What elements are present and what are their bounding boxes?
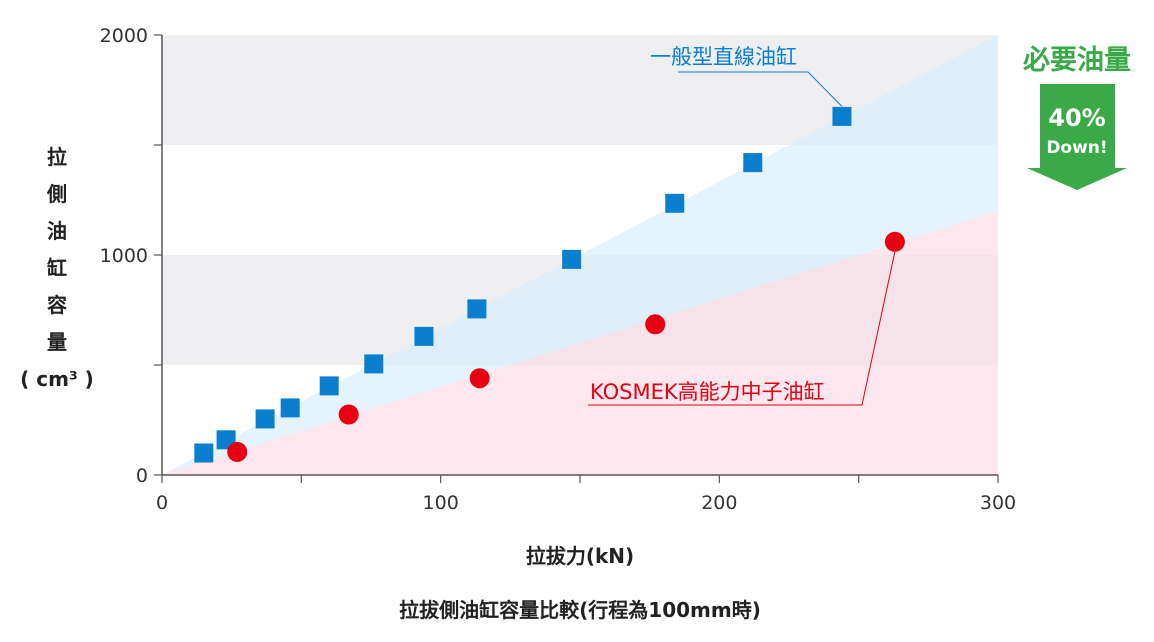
series-1-point — [338, 404, 359, 425]
axes — [154, 34, 999, 483]
y-label-char: 油 — [47, 219, 67, 243]
series-0-point — [319, 376, 339, 396]
series-1-point — [227, 441, 248, 462]
tick-labels: 0 1000 2000 0 100 200 300 — [100, 25, 1016, 514]
kosmek-cylinder-region — [162, 211, 998, 475]
series-0-point — [280, 398, 300, 418]
badge-down-label: Down! — [1046, 138, 1107, 158]
series-0-point — [364, 354, 384, 374]
x-tick-label: 300 — [980, 492, 1016, 514]
y-label-char: 側 — [46, 182, 67, 206]
x-tick-label: 200 — [701, 492, 737, 514]
standard-series-label: 一般型直線油缸 — [650, 45, 797, 69]
badge-percent: 40% — [1048, 104, 1105, 132]
y-label-char: 拉 — [47, 145, 67, 169]
kosmek-leader-line — [588, 251, 896, 406]
series-0-point — [414, 326, 434, 346]
x-axis-label: 拉拔力(kN) — [526, 544, 634, 568]
y-tick-label: 0 — [136, 465, 148, 487]
x-tick-label: 100 — [423, 492, 459, 514]
y-tick-label: 2000 — [100, 25, 148, 47]
series-0-point — [255, 409, 275, 429]
y-label-unit: ( cm³ ) — [20, 367, 94, 391]
series-1-point — [469, 368, 490, 389]
y-label-char: 量 — [47, 330, 67, 354]
y-label-char: 容 — [47, 293, 67, 317]
kosmek-series-label: KOSMEK高能力中子油缸 — [590, 380, 825, 404]
data-marks — [194, 106, 905, 463]
series-1-point — [884, 231, 905, 252]
series-0-point — [562, 249, 582, 269]
oil-reduction-badge: 必要油量 40% Down! — [1023, 45, 1131, 190]
chart-title: 拉拔側油缸容量比較(行程為100mm時) — [399, 598, 761, 622]
series-0-point — [743, 153, 763, 173]
series-1-point — [645, 314, 666, 335]
series-0-point — [832, 106, 852, 126]
series-0-point — [467, 299, 487, 319]
series-0-point — [665, 193, 685, 213]
series-0-point — [194, 443, 214, 463]
y-tick-label: 1000 — [100, 245, 148, 267]
x-tick-label: 0 — [156, 492, 168, 514]
series-annotations: 一般型直線油缸 KOSMEK高能力中子油缸 — [588, 45, 896, 406]
badge-title: 必要油量 — [1023, 45, 1131, 76]
down-arrow-icon — [1027, 84, 1127, 190]
y-label-char: 缸 — [47, 256, 67, 280]
standard-leader-line — [678, 71, 843, 107]
